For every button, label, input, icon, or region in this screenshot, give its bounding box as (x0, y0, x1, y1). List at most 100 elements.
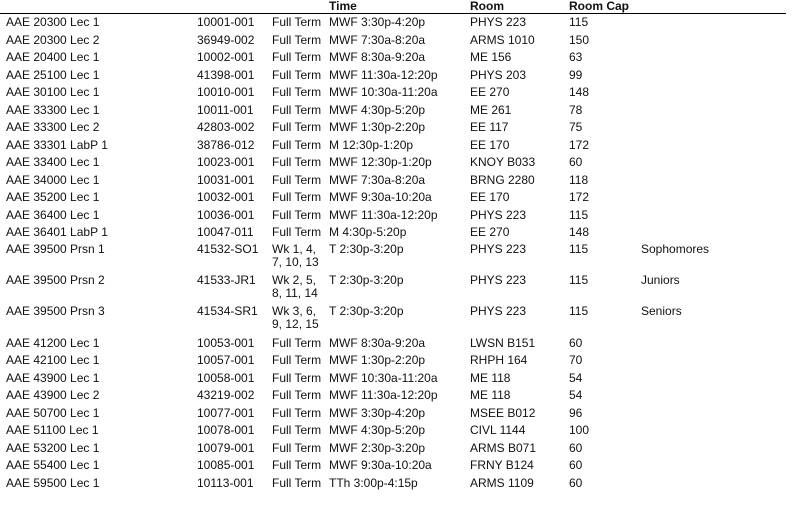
table-row: AAE 36401 LabP 1 10047-011 Full Term M 4:30… (0, 224, 786, 242)
course-cell: AAE 33400 Lec 1 (6, 155, 100, 170)
course-cell: AAE 20300 Lec 2 (6, 32, 100, 47)
crn-cell: 10010-001 (197, 85, 255, 100)
table-row: AAE 41200 Lec 1 10053-001 Full Term MWF 8:3… (0, 335, 786, 353)
crn-cell: 41532-SO1 (197, 241, 259, 256)
room-cap-cell: 115 (569, 303, 589, 318)
time-cell: T 2:30p-3:20p (329, 272, 404, 287)
table-row: AAE 39500 Prsn 3 41534-SR1 Wk 3, 6, 9, 12,… (0, 304, 786, 335)
crn-cell: 10023-001 (197, 155, 255, 170)
room-cap-cell: 118 (569, 172, 589, 187)
table-row: AAE 42100 Lec 1 10057-001 Full Term MWF 1:3… (0, 352, 786, 370)
time-cell: MWF 1:30p-2:20p (329, 120, 426, 135)
table-row: AAE 20300 Lec 2 36949-002 Full Term MWF 7:3… (0, 32, 786, 50)
crn-cell: 41534-SR1 (197, 303, 258, 318)
room-cap-cell: 172 (569, 137, 590, 152)
header-cell: Time (329, 0, 470, 14)
room-cap-cell: 63 (569, 50, 583, 65)
time-cell: MWF 8:30a-9:20a (329, 335, 426, 350)
crn-cell: 10031-001 (197, 172, 255, 187)
room-cap-cell: 54 (569, 370, 583, 385)
crn-cell: 10002-001 (197, 50, 255, 65)
term-cell: Full Term (272, 155, 322, 170)
time-cell: MWF 3:30p-4:20p (329, 405, 426, 420)
table-body: AAE 20300 Lec 1 10001-001 Full Term MWF 3:3… (0, 14, 786, 493)
header-cell: Room Cap (569, 0, 641, 14)
table-row: AAE 33300 Lec 2 42803-002 Full Term MWF 1:3… (0, 119, 786, 137)
room-cell: EE 270 (470, 85, 510, 100)
room-cap-cell: 54 (569, 388, 583, 403)
note-cell: Seniors (641, 303, 682, 318)
table-row: AAE 30100 Lec 1 10010-001 Full Term MWF 10:… (0, 84, 786, 102)
room-cell: PHYS 223 (470, 15, 527, 30)
course-cell: AAE 53200 Lec 1 (6, 440, 100, 455)
room-cell: BRNG 2280 (470, 172, 535, 187)
course-cell: AAE 42100 Lec 1 (6, 353, 100, 368)
crn-cell: 36949-002 (197, 32, 255, 47)
crn-cell: 10077-001 (197, 405, 255, 420)
table-row: AAE 33300 Lec 1 10011-001 Full Term MWF 4:3… (0, 102, 786, 120)
room-cap-cell: 60 (569, 458, 583, 473)
course-cell: AAE 25100 Lec 1 (6, 67, 100, 82)
room-cell: ARMS 1010 (470, 32, 535, 47)
table-row: AAE 53200 Lec 1 10079-001 Full Term MWF 2:3… (0, 440, 786, 458)
time-cell: MWF 12:30p-1:20p (329, 155, 432, 170)
time-cell: T 2:30p-3:20p (329, 241, 404, 256)
room-cell: PHYS 223 (470, 303, 527, 318)
room-cell: PHYS 223 (470, 241, 527, 256)
term-cell: Full Term (272, 440, 322, 455)
crn-cell: 10047-011 (197, 225, 254, 240)
crn-cell: 38786-012 (197, 137, 255, 152)
time-cell: MWF 10:30a-11:20a (329, 370, 438, 385)
term-cell: Full Term (272, 172, 322, 187)
room-cell: EE 117 (470, 120, 509, 135)
term-cell: Full Term (272, 120, 322, 135)
time-cell: MWF 7:30a-8:20a (329, 172, 426, 187)
crn-cell: 10001-001 (197, 15, 255, 30)
time-cell: MWF 8:30a-9:20a (329, 50, 426, 65)
crn-cell: 10079-001 (197, 440, 255, 455)
time-cell: MWF 10:30a-11:20a (329, 85, 438, 100)
time-cell: MWF 7:30a-8:20a (329, 32, 426, 47)
room-cell: MSEE B012 (470, 405, 536, 420)
time-cell: MWF 11:30a-12:20p (329, 67, 438, 82)
course-cell: AAE 55400 Lec 1 (6, 458, 100, 473)
room-cap-cell: 60 (569, 440, 583, 455)
term-cell: Full Term (272, 458, 322, 473)
course-cell: AAE 34000 Lec 1 (6, 172, 100, 187)
room-cell: EE 170 (470, 137, 510, 152)
course-cell: AAE 33300 Lec 2 (6, 120, 100, 135)
crn-cell: 10113-001 (197, 475, 254, 490)
time-cell: M 12:30p-1:20p (329, 137, 414, 152)
table-row: AAE 33400 Lec 1 10023-001 Full Term MWF 12:… (0, 154, 786, 172)
term-cell: Full Term (272, 388, 322, 403)
room-cell: LWSN B151 (470, 335, 536, 350)
time-cell: TTh 3:00p-4:15p (329, 475, 418, 490)
course-cell: AAE 39500 Prsn 1 (6, 241, 105, 256)
time-cell: MWF 11:30a-12:20p (329, 388, 438, 403)
term-cell: Full Term (272, 190, 322, 205)
course-cell: AAE 51100 Lec 1 (6, 423, 99, 438)
room-cell: ME 261 (470, 102, 512, 117)
term-cell: Full Term (272, 475, 322, 490)
course-cell: AAE 43900 Lec 1 (6, 370, 100, 385)
course-cell: AAE 39500 Prsn 2 (6, 272, 105, 287)
course-cell: AAE 36400 Lec 1 (6, 207, 100, 222)
crn-cell: 10036-001 (197, 207, 255, 222)
room-cap-cell: 96 (569, 405, 583, 420)
note-cell: Juniors (641, 272, 680, 287)
term-cell: Full Term (272, 32, 322, 47)
room-cap-cell: 75 (569, 120, 583, 135)
course-cell: AAE 43900 Lec 2 (6, 388, 100, 403)
table-row: AAE 43900 Lec 1 10058-001 Full Term MWF 10:… (0, 370, 786, 388)
time-cell: MWF 4:30p-5:20p (329, 423, 426, 438)
schedule-table: Time Room Room Cap AAE 20300 Lec 1 10001-… (0, 0, 786, 493)
room-cap-cell: 115 (569, 207, 589, 222)
term-cell: Full Term (272, 67, 322, 82)
time-cell: MWF 3:30p-4:20p (329, 15, 426, 30)
time-cell: MWF 1:30p-2:20p (329, 353, 426, 368)
room-cell: EE 170 (470, 190, 510, 205)
room-cell: PHYS 223 (470, 207, 527, 222)
room-cell: KNOY B033 (470, 155, 536, 170)
room-cap-cell: 172 (569, 190, 590, 205)
